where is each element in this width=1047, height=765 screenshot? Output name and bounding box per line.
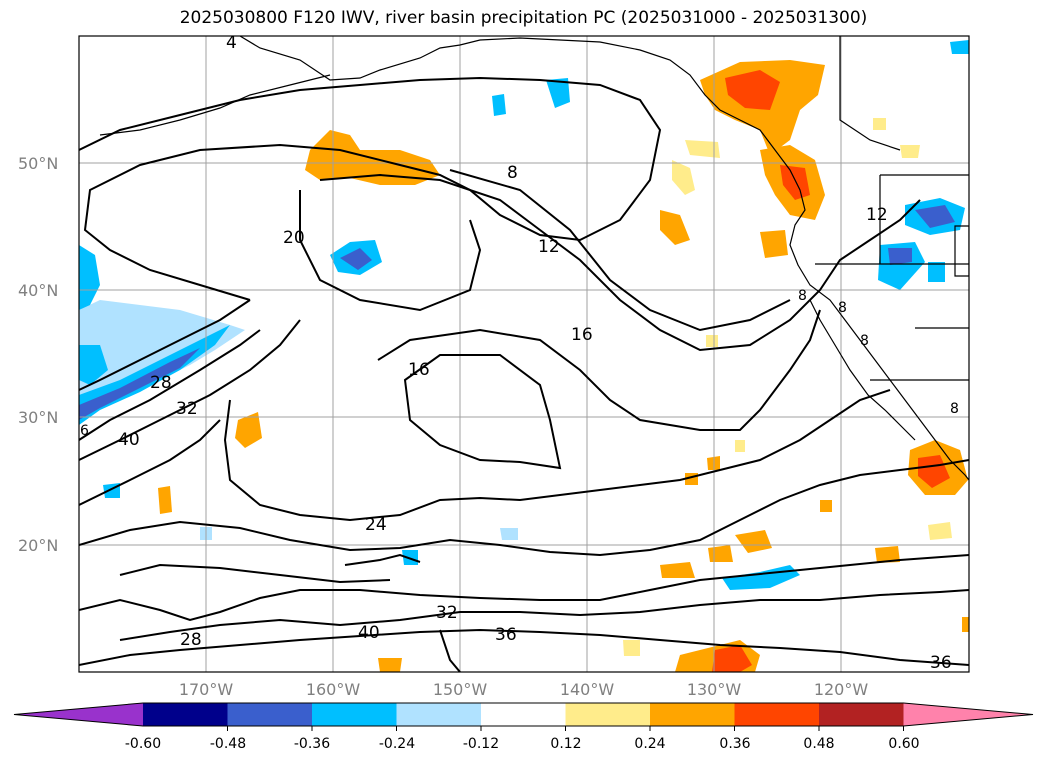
colorbar-swatch xyxy=(481,703,566,726)
lat-label-50n: 50°N xyxy=(18,154,59,173)
colorbar-swatch xyxy=(396,703,482,726)
colorbar-swatch xyxy=(565,703,651,726)
map-frame xyxy=(78,35,970,673)
contour-label: 36 xyxy=(495,625,517,645)
contour-label: 8 xyxy=(798,288,807,304)
contour-label: 8 xyxy=(950,401,959,417)
contour-label: 16 xyxy=(571,325,593,345)
lon-label-160w: 160°W xyxy=(305,680,361,699)
lat-label-30n: 30°N xyxy=(18,408,59,427)
contour-label: 16 xyxy=(408,360,430,380)
colorbar-swatch xyxy=(819,703,904,726)
colorbar-label: 0.24 xyxy=(634,736,666,752)
contour-label: 12 xyxy=(866,205,888,225)
colorbar-extend-high xyxy=(903,703,1033,726)
lat-label-40n: 40°N xyxy=(18,281,59,300)
colorbar-label: -0.36 xyxy=(293,736,331,752)
lon-label-130w: 130°W xyxy=(686,680,742,699)
colorbar-label: 0.60 xyxy=(888,736,920,752)
lon-label-120w: 120°W xyxy=(813,680,869,699)
contour-label: 20 xyxy=(283,228,305,248)
contour-label: 12 xyxy=(538,237,560,257)
contour-label: 4 xyxy=(226,33,237,53)
colorbar-outline xyxy=(13,702,1034,727)
colorbar-label: -0.24 xyxy=(378,736,416,752)
lon-label-140w: 140°W xyxy=(559,680,615,699)
lon-label-170w: 170°W xyxy=(178,680,234,699)
contour-label: 6 xyxy=(80,423,89,439)
colorbar-swatch xyxy=(650,703,735,726)
colorbar-swatch xyxy=(227,703,313,726)
contour-label: 36 xyxy=(930,653,952,673)
contour-label: 8 xyxy=(838,300,847,316)
colorbar-label: 0.12 xyxy=(550,736,582,752)
colorbar-extend-low xyxy=(14,703,143,726)
colorbar-swatch xyxy=(143,703,228,726)
contour-label: 28 xyxy=(180,630,202,650)
colorbar-label: -0.48 xyxy=(209,736,247,752)
colorbar-swatch xyxy=(312,703,397,726)
map-title: 2025030800 F120 IWV, river basin precipi… xyxy=(179,8,868,28)
colorbar xyxy=(13,702,1034,731)
lat-label-20n: 20°N xyxy=(18,536,59,555)
contour-label: 8 xyxy=(860,333,869,349)
contour-label: 40 xyxy=(358,623,380,643)
colorbar-swatch xyxy=(734,703,820,726)
colorbar-label: -0.60 xyxy=(124,736,162,752)
iwv-contours xyxy=(79,76,969,672)
contour-label: 24 xyxy=(365,515,387,535)
contour-labels: 4 8 12 16 16 20 24 28 32 32 36 36 40 28 … xyxy=(80,33,959,673)
contour-label: 40 xyxy=(118,430,140,450)
contour-label: 28 xyxy=(150,373,172,393)
contour-label: 32 xyxy=(176,399,198,419)
colorbar-label: 0.48 xyxy=(803,736,835,752)
colorbar-label: -0.12 xyxy=(462,736,500,752)
map-body xyxy=(79,36,969,672)
coastlines xyxy=(99,36,969,481)
precip-anomaly-shading xyxy=(79,40,969,672)
contour-label: 32 xyxy=(436,603,458,623)
lon-label-150w: 150°W xyxy=(432,680,488,699)
colorbar-label: 0.36 xyxy=(719,736,751,752)
contour-label: 8 xyxy=(507,163,518,183)
